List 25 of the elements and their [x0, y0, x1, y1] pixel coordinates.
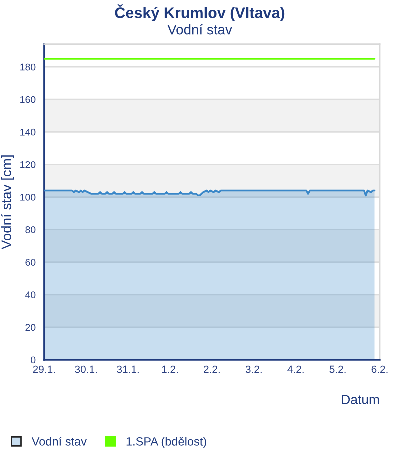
y-tick-label: 80 [26, 226, 36, 234]
x-tick-label: 3.2. [246, 366, 262, 374]
y-tick-label: 140 [20, 128, 36, 136]
y-tick-label: 120 [20, 161, 36, 168]
y-tick-label: 20 [26, 324, 36, 332]
x-tick-label: 30.1. [75, 366, 97, 374]
x-tick-label: 4.2. [288, 366, 304, 374]
x-tick-label: 31.1. [117, 366, 139, 374]
x-tick-label: 5.2. [330, 366, 346, 374]
x-tick-label: 1.2. [162, 366, 178, 374]
y-tick-label: 60 [26, 259, 36, 266]
chart-subtitle: Vodní stav [168, 24, 232, 35]
y-tick-label: 40 [25, 292, 36, 299]
legend-label: Vodní stav [32, 437, 87, 446]
y-tick-label: 0 [31, 356, 36, 364]
x-axis-title: Datum [342, 395, 380, 404]
legend-label: 1.SPA (bdělost) [126, 437, 206, 448]
y-tick-label: 160 [20, 96, 36, 104]
y-axis-title: Vodní stav [cm] [1, 156, 14, 250]
x-tick-label: 6.2. [372, 366, 388, 374]
x-tick-label: 2.2. [204, 366, 220, 374]
x-tick-label: 29.1. [33, 366, 56, 374]
y-tick-label: 180 [20, 64, 36, 71]
y-tick-label: 100 [20, 194, 36, 201]
chart-title: Český Krumlov (Vltava) [115, 4, 285, 22]
